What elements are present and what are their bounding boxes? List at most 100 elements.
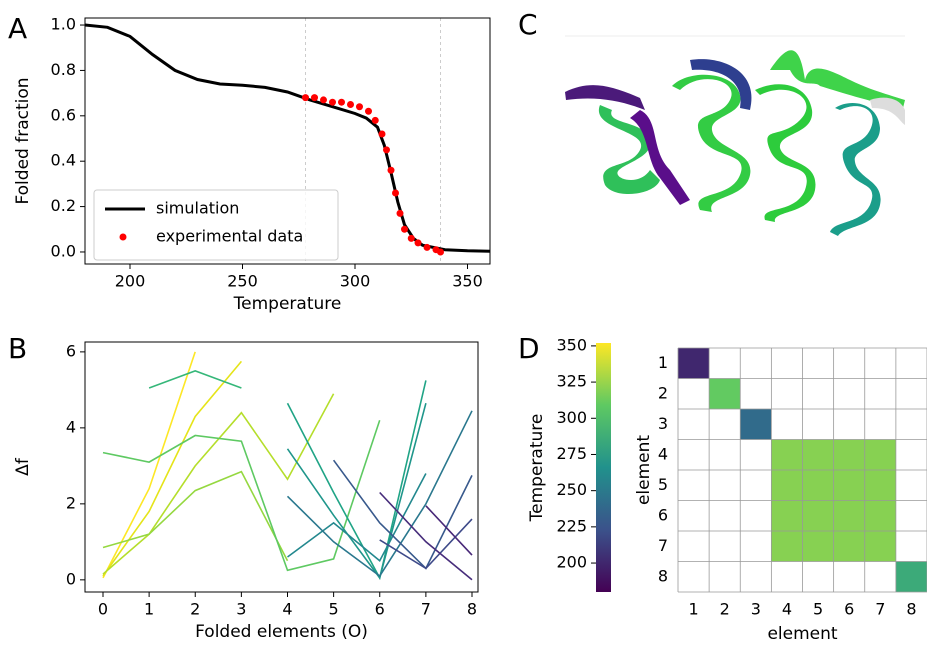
y-tick-label: 0 (66, 569, 76, 588)
cell (771, 439, 803, 470)
x-tick-label: 3 (751, 600, 761, 619)
y-tick-label: 1.0 (51, 15, 76, 34)
point (423, 243, 431, 251)
x-tick-label: 2 (190, 600, 200, 619)
line (379, 518, 473, 570)
legend-label: experimental data (156, 227, 303, 246)
y-tick-label: 0.8 (51, 60, 76, 79)
colorbar (596, 343, 611, 592)
cell (895, 561, 927, 592)
cell (678, 348, 710, 379)
point (396, 209, 404, 217)
line (102, 360, 243, 577)
x-axis-label: Folded elements (O) (195, 622, 368, 642)
line (102, 351, 196, 579)
x-tick-label: 5 (329, 600, 339, 619)
y-tick-label: 0.6 (51, 105, 76, 124)
point (338, 98, 345, 106)
point (320, 96, 327, 104)
axes-frame (84, 341, 479, 593)
axes-frame (84, 17, 491, 265)
panel-label: A (8, 12, 27, 45)
cell (833, 439, 865, 470)
point (437, 248, 444, 256)
colorbar-label: Temperature (527, 414, 547, 523)
y-tick-label: 2 (658, 383, 668, 402)
legend-label: simulation (156, 199, 239, 218)
cell (864, 470, 896, 501)
cell (802, 470, 834, 501)
line (148, 370, 242, 389)
x-tick-label: 5 (813, 600, 823, 619)
legend-box (93, 189, 339, 261)
point (383, 146, 390, 154)
y-tick-label: 0.0 (51, 241, 76, 260)
x-tick-label: 3 (236, 600, 246, 619)
colorbar-tick-label: 300 (556, 408, 587, 427)
cell (833, 500, 865, 531)
point (311, 94, 318, 102)
colorbar-tick-label: 350 (556, 335, 587, 354)
cell (771, 500, 803, 531)
line (85, 23, 490, 253)
cell (802, 531, 834, 562)
line (102, 393, 335, 575)
x-tick-label: 1 (688, 600, 698, 619)
point (401, 225, 408, 233)
x-tick-label: 4 (282, 600, 292, 619)
y-tick-label: 4 (658, 444, 668, 463)
colorbar-tick-label: 200 (556, 553, 587, 572)
line (102, 420, 381, 572)
legend-swatch (119, 233, 127, 241)
colorbar-tick-label: 275 (556, 444, 587, 463)
cell (833, 470, 865, 501)
cell (740, 409, 772, 440)
cell (802, 439, 834, 470)
cell (709, 378, 741, 409)
y-tick-label: 1 (658, 353, 668, 372)
line (286, 380, 427, 581)
cell (864, 531, 896, 562)
point (329, 98, 336, 106)
y-tick-label: 6 (658, 505, 668, 524)
x-tick-label: 250 (227, 272, 258, 291)
point (378, 130, 386, 138)
cell (864, 500, 896, 531)
point (356, 103, 363, 111)
colorbar-tick-label: 325 (556, 372, 587, 391)
y-axis-label: Δf (13, 457, 33, 476)
point (302, 94, 309, 102)
x-tick-label: 1 (144, 600, 154, 619)
panel-label: D (518, 332, 540, 365)
y-tick-label: 2 (66, 493, 76, 512)
x-tick-label: 4 (782, 600, 792, 619)
y-tick-label: 7 (658, 536, 668, 555)
x-tick-label: 8 (906, 600, 916, 619)
x-tick-label: 8 (467, 600, 477, 619)
point (347, 100, 354, 108)
point (365, 107, 372, 115)
cell (864, 439, 896, 470)
line (332, 459, 473, 570)
x-tick-label: 6 (375, 600, 385, 619)
y-axis-label: element (634, 435, 654, 505)
point (407, 234, 415, 242)
x-tick-label: 200 (115, 272, 146, 291)
x-tick-label: 6 (844, 600, 854, 619)
y-tick-label: 4 (66, 417, 76, 436)
colorbar-tick-label: 250 (556, 480, 587, 499)
y-tick-label: 0.2 (51, 196, 76, 215)
x-tick-label: 2 (720, 600, 730, 619)
line (286, 402, 427, 580)
y-tick-label: 6 (66, 341, 76, 360)
x-axis-label: Temperature (233, 294, 342, 314)
cell (833, 531, 865, 562)
y-tick-label: 3 (658, 414, 668, 433)
point (371, 116, 379, 124)
y-axis-label: Folded fraction (13, 77, 33, 204)
line (379, 491, 473, 581)
line (286, 410, 473, 578)
x-tick-label: 7 (875, 600, 885, 619)
x-tick-label: 7 (421, 600, 431, 619)
cell (771, 470, 803, 501)
